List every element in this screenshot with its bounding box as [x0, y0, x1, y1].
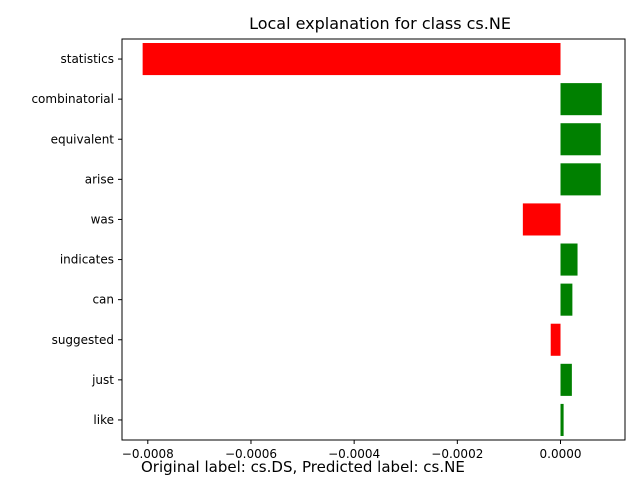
bar-like	[560, 403, 564, 436]
y-tick-label: was	[91, 212, 114, 226]
x-tick-label: 0.0000	[540, 447, 582, 461]
y-tick-label: combinatorial	[31, 92, 114, 106]
bar-just	[560, 363, 572, 396]
y-tick-label: like	[93, 413, 114, 427]
bar-suggested	[550, 323, 561, 356]
bars-group	[142, 43, 602, 436]
y-axis: statistics combinatorial equivalent arise wa…	[31, 52, 122, 427]
y-tick-label: indicates	[60, 253, 114, 267]
y-tick-label: suggested	[52, 333, 114, 347]
chart-title: Local explanation for class cs.NE	[249, 14, 511, 33]
x-tick-label: −0.0002	[431, 447, 483, 461]
x-tick-label: −0.0006	[225, 447, 277, 461]
y-tick-label: arise	[85, 172, 114, 186]
bar-arise	[560, 163, 601, 196]
x-tick-label: −0.0008	[122, 447, 174, 461]
bar-indicates	[560, 243, 578, 276]
bar-equivalent	[560, 123, 601, 156]
bar-can	[560, 283, 573, 316]
y-tick-label: just	[91, 373, 114, 387]
caption: Original label: cs.DS, Predicted label: …	[141, 458, 465, 476]
bar-combinatorial	[560, 83, 602, 116]
bar-statistics	[142, 43, 561, 76]
x-tick-label: −0.0004	[328, 447, 380, 461]
plot-frame	[121, 38, 626, 441]
y-tick-label: equivalent	[51, 132, 115, 146]
x-axis: −0.0008 −0.0006 −0.0004 −0.0002 0.0000	[122, 440, 582, 461]
y-tick-label: statistics	[61, 52, 115, 66]
y-tick-label: can	[92, 293, 114, 307]
bar-was	[522, 203, 561, 236]
